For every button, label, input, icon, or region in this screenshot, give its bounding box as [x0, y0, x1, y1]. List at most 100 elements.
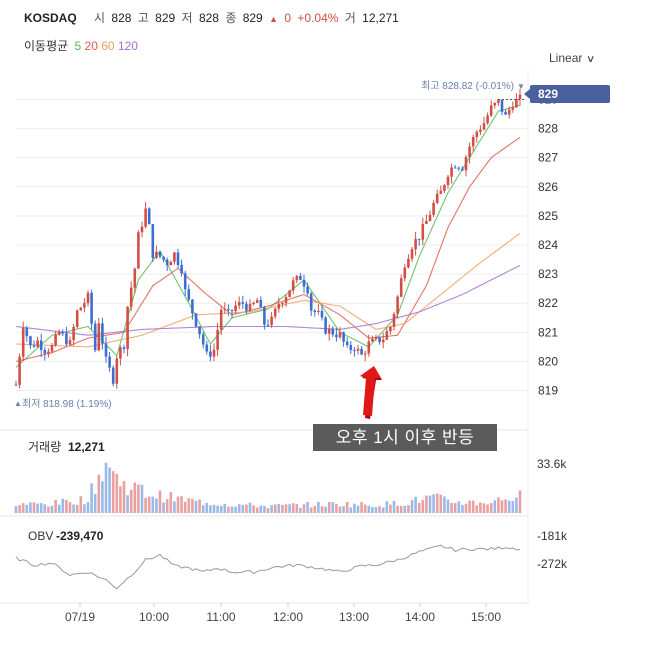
volume-label: 거 — [344, 11, 356, 25]
volume-bar — [345, 502, 349, 513]
time-label: 14:00 — [405, 610, 435, 624]
candle-body — [338, 332, 342, 338]
candle-body — [255, 300, 259, 303]
obv-axis-label-high: -181k — [537, 529, 568, 543]
candle-body — [439, 190, 443, 194]
current-price-label: 829 — [538, 87, 558, 101]
candle-body — [410, 249, 414, 259]
volume-bar — [212, 504, 216, 513]
volume-bar — [302, 504, 306, 513]
volume-bar — [209, 505, 212, 513]
price-tick-label: 826 — [538, 180, 558, 194]
obv-panel-value: -239,470 — [56, 529, 104, 543]
volume-bar — [115, 473, 119, 513]
volume-bar — [36, 503, 39, 513]
price-tick-label: 825 — [538, 209, 558, 223]
rebound-arrow-icon — [360, 366, 382, 419]
volume-bar — [497, 497, 500, 513]
volume-bar — [263, 506, 266, 513]
candle-body — [302, 279, 306, 287]
candle-body — [464, 157, 468, 171]
candle-body — [453, 167, 457, 169]
moving-average-legend[interactable]: 이동평균 5 20 60 120 — [24, 37, 138, 54]
volume-bar — [295, 504, 299, 513]
candle-body — [471, 137, 475, 147]
volume-bar — [331, 502, 335, 513]
candle-body — [137, 232, 140, 269]
candle-body — [111, 367, 115, 384]
candle-body — [83, 303, 86, 308]
candle-body — [140, 226, 144, 233]
volume-bar — [191, 498, 194, 513]
candle-body — [331, 328, 335, 335]
low-marker: 최저 818.98 (1.19%) — [22, 398, 112, 410]
candle-body — [277, 304, 281, 309]
candle-body — [241, 302, 245, 304]
candle-body — [353, 350, 356, 352]
candle-body — [165, 259, 169, 266]
scale-dropdown[interactable]: Linear ∨ — [549, 51, 596, 65]
candle-body — [389, 326, 392, 332]
volume-bar — [165, 499, 169, 513]
volume-bar — [471, 500, 475, 513]
candle-body — [443, 185, 446, 191]
candle-body — [345, 341, 349, 346]
volume-bar — [79, 496, 83, 513]
volume-bar — [479, 502, 482, 513]
volume-bar — [324, 506, 327, 513]
volume-bar — [237, 504, 241, 513]
volume-bar — [169, 492, 173, 513]
volume-bar — [255, 507, 259, 513]
volume-bar — [234, 506, 237, 513]
volume-bar — [489, 503, 493, 513]
candle-body — [446, 176, 450, 186]
ma-20: 20 — [84, 39, 98, 53]
volume-bar — [428, 495, 432, 513]
volume-bar — [461, 504, 464, 513]
high-value: 829 — [155, 11, 176, 25]
volume-bar — [248, 502, 252, 513]
candle-body — [461, 168, 464, 171]
volume-bar — [176, 496, 180, 513]
candle-body — [482, 123, 486, 130]
volume-bar — [417, 502, 421, 513]
ma-5: 5 — [74, 39, 82, 53]
volume-bar — [385, 501, 389, 513]
volume-bar — [18, 505, 21, 513]
candle-body — [47, 351, 50, 354]
volume-panel-label: 거래량 — [28, 440, 61, 454]
candle-body — [223, 309, 227, 311]
time-label: 12:00 — [273, 610, 303, 624]
volume-bar — [198, 499, 201, 513]
low-value: 828 — [198, 11, 219, 25]
volume-bar — [47, 506, 50, 513]
candle-body — [234, 305, 237, 312]
candle-body — [489, 105, 493, 116]
candle-body — [500, 99, 504, 112]
candle-body — [432, 202, 435, 215]
candle-body — [79, 307, 83, 311]
volume-axis-label: 33.6k — [537, 457, 567, 471]
volume-bar — [219, 505, 223, 513]
volume-bar — [356, 505, 360, 513]
volume-bar — [147, 496, 151, 513]
candle-body — [187, 289, 191, 300]
candle-body — [288, 290, 291, 298]
candle-body — [504, 111, 507, 115]
volume-bar — [57, 504, 61, 513]
volume-bar — [205, 502, 209, 513]
candle-body — [374, 337, 378, 339]
volume-bar — [327, 501, 331, 513]
price-tick-label: 820 — [538, 354, 558, 368]
ma-60: 60 — [101, 39, 115, 53]
volume-bar — [306, 502, 309, 513]
candle-body — [515, 98, 518, 108]
volume-bar — [29, 502, 32, 513]
volume-bar — [443, 496, 446, 513]
candle-body — [151, 224, 155, 258]
candle-body — [349, 345, 353, 351]
scale-value: Linear — [549, 51, 583, 65]
volume-bar — [32, 502, 36, 513]
volume-bar — [360, 502, 363, 513]
